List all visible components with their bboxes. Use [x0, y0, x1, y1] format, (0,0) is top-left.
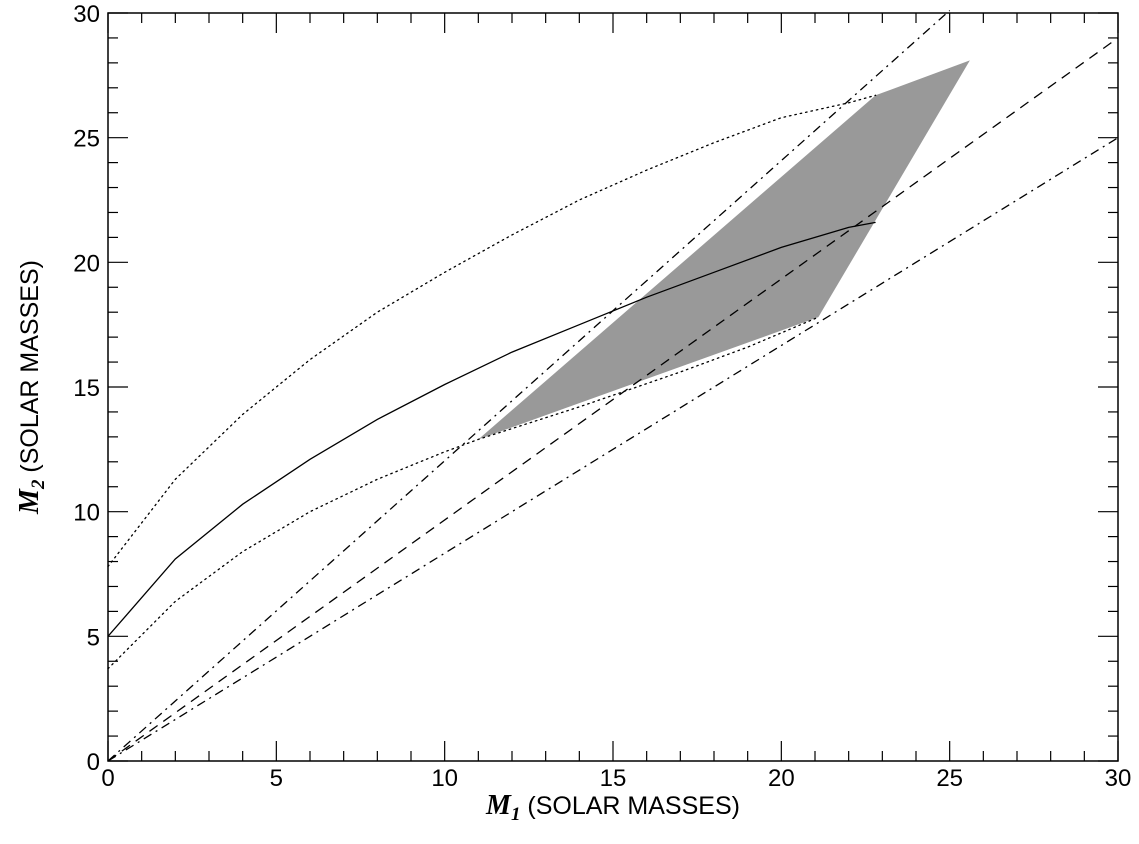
shaded-region-layer: [478, 60, 970, 440]
y-tick-labels: 0 5 10 15 20 25 30: [73, 1, 100, 776]
y-tick-label: 15: [73, 375, 100, 402]
y-tick-label: 10: [73, 500, 100, 527]
x-tick-label: 0: [101, 765, 114, 792]
x-tick-labels: 0 5 10 15 20 25 30: [101, 765, 1131, 792]
x-tick-label: 30: [1105, 765, 1132, 792]
x-tick-label: 10: [431, 765, 458, 792]
y-tick-label: 0: [87, 749, 100, 776]
series-line-6-dashdot: [107, 137, 1119, 762]
x-axis-label: M1 (SOLAR MASSES): [485, 790, 740, 825]
y-tick-label: 30: [73, 1, 100, 28]
y-axis-label: M2 (SOLAR MASSES): [14, 260, 49, 515]
plot-frame: [107, 12, 1119, 762]
series-line-1-solid: [107, 221, 876, 637]
x-tick-label: 20: [768, 765, 795, 792]
x-tick-label: 5: [270, 765, 283, 792]
series-line-3-dotted: [107, 316, 820, 670]
shaded-region: [478, 60, 970, 440]
series-line-5-dashdot: [107, 10, 951, 762]
series-line-2-dotted: [107, 94, 877, 568]
y-tick-label: 5: [87, 624, 100, 651]
y-tick-label: 20: [73, 250, 100, 277]
y-tick-label: 25: [73, 126, 100, 153]
x-tick-label: 15: [600, 765, 627, 792]
series-line-4-dashed: [107, 37, 1119, 762]
x-tick-label: 25: [936, 765, 963, 792]
series-layer: [107, 10, 1119, 762]
